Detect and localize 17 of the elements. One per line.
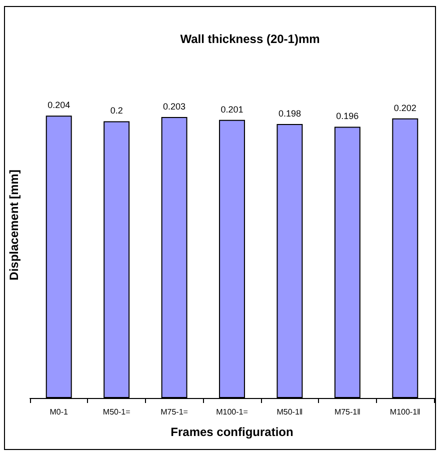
x-axis-title: Frames configuration	[170, 425, 294, 439]
data-label: 0.198	[278, 108, 301, 118]
x-tick-label: M75-1‖	[334, 408, 360, 416]
y-axis-title: Displacement [mm]	[7, 170, 21, 280]
data-label: 0.203	[163, 102, 186, 112]
data-label: 0.196	[336, 111, 359, 122]
data-label: 0.202	[394, 102, 416, 113]
data-label: 0.201	[220, 104, 244, 114]
data-label: 0.204	[48, 100, 70, 110]
x-tick-label: M50-1‖	[276, 408, 303, 416]
x-tick-label: M100-1=	[216, 408, 248, 416]
data-label: 0.2	[110, 106, 123, 116]
x-tick-label: M75-1=	[160, 408, 188, 416]
x-tick-label: M0-1	[50, 408, 69, 416]
x-tick-label: M50-1=	[102, 408, 131, 416]
chart-title: Wall thickness (20-1)mm	[180, 32, 320, 46]
x-tick-label: M100-1‖	[390, 408, 420, 416]
